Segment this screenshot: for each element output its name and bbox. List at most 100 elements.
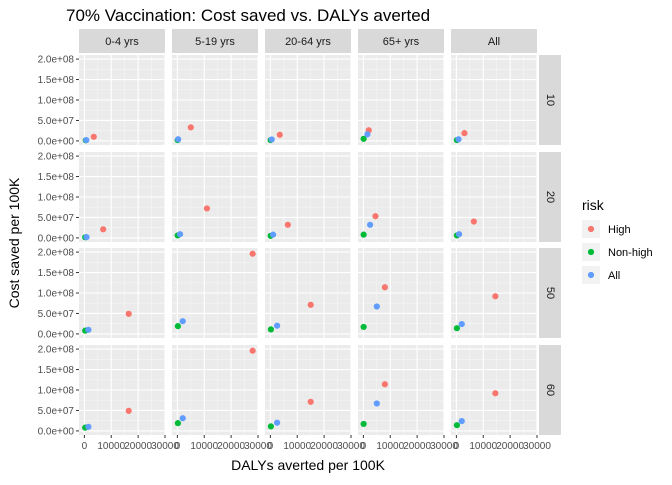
point-non-high <box>174 420 182 427</box>
row-strip-2 <box>539 248 561 338</box>
point-all <box>458 417 465 425</box>
y-tick-label: 1.5e+08 <box>38 365 75 376</box>
point-high <box>276 131 283 138</box>
x-tick-label: 30000 <box>151 441 179 452</box>
panel-r3-c0 <box>79 345 166 435</box>
panel-r1-c4 <box>451 152 538 242</box>
y-tick-label: 1.0e+08 <box>38 96 75 107</box>
panel-r1-c0 <box>79 152 166 242</box>
point-non-high <box>453 325 461 332</box>
y-tick-label: 1.5e+08 <box>38 268 75 279</box>
panel-r1-c2 <box>265 152 352 242</box>
panel-r1-c3 <box>358 152 445 242</box>
legend: risk High Non-high All <box>582 197 653 284</box>
panel-r3-c3 <box>358 345 445 435</box>
point-all <box>83 233 90 241</box>
y-tick-label: 1.0e+08 <box>38 289 75 300</box>
y-tick-label: 1.0e+08 <box>38 386 75 397</box>
point-high <box>90 133 97 140</box>
facet-strip-4 <box>451 29 537 53</box>
x-tick-label: 30000 <box>337 441 365 452</box>
y-tick-label: 2.0e+08 <box>38 55 75 66</box>
point-high <box>381 284 388 291</box>
facet-panels: 0-4 yrs 5-19 yrs 20-64 yrs 65+ yrs All 10 20 50… <box>38 29 561 452</box>
facet-strip-label: All <box>488 36 500 48</box>
facet-strip-0 <box>79 29 165 53</box>
y-tick-label: 5.0e+07 <box>38 309 75 320</box>
y-tick-label: 2.0e+08 <box>38 248 75 259</box>
x-tick-label: 10000 <box>190 441 218 452</box>
panel-r0-c0 <box>79 55 166 145</box>
panel-r0-c2 <box>265 55 352 145</box>
y-tick-label: 5.0e+07 <box>38 406 75 417</box>
x-tick-label: 20000 <box>403 441 431 452</box>
x-tick-label: 0 <box>361 441 367 452</box>
point-high <box>249 250 256 257</box>
x-tick-label: 10000 <box>469 441 497 452</box>
point-all <box>175 136 182 143</box>
point-all <box>83 136 90 144</box>
point-non-high <box>453 422 461 429</box>
row-strip-1 <box>539 152 561 242</box>
x-tick-label: 30000 <box>523 441 551 452</box>
y-axis-label: Cost saved per 100K <box>6 177 22 308</box>
y-tick-label: 0.0e+00 <box>38 136 75 147</box>
facet-strip-label: 65+ yrs <box>383 36 420 48</box>
facet-strip-label: 20-64 yrs <box>285 36 331 48</box>
point-non-high <box>267 423 275 430</box>
facet-strip-label: 5-19 yrs <box>195 36 235 48</box>
point-all <box>373 303 380 310</box>
point-all <box>179 318 186 325</box>
point-all <box>364 131 371 138</box>
panel-r3-c1 <box>172 345 259 435</box>
legend-entry-label: All <box>608 270 620 282</box>
point-all <box>176 231 184 238</box>
point-all <box>269 231 277 238</box>
facet-strip-label: 0-4 yrs <box>105 36 139 48</box>
x-tick-label: 0 <box>454 441 460 452</box>
y-tick-label: 1.5e+08 <box>38 172 75 183</box>
x-tick-label: 10000 <box>283 441 311 452</box>
point-high <box>372 213 379 220</box>
panel-r2-c4 <box>451 248 538 338</box>
row-strip-3 <box>539 345 561 435</box>
panel-r0-c4 <box>451 55 538 145</box>
x-tick-label: 0 <box>268 441 274 452</box>
x-tick-label: 20000 <box>124 441 152 452</box>
y-tick-label: 0.0e+00 <box>38 329 75 340</box>
point-all <box>273 322 281 329</box>
row-strip-label: 60 <box>544 384 556 396</box>
point-high <box>125 407 132 414</box>
panel-r0-c1 <box>172 55 259 145</box>
point-all <box>273 419 281 426</box>
point-high <box>187 124 194 131</box>
row-strip-label: 10 <box>544 94 556 106</box>
row-strip-label: 20 <box>544 191 556 203</box>
y-tick-label: 5.0e+07 <box>38 116 75 127</box>
point-non-high <box>267 326 275 333</box>
x-tick-label: 30000 <box>244 441 272 452</box>
legend-entry-label: High <box>608 224 631 236</box>
row-strip-label: 50 <box>544 287 556 299</box>
point-high <box>461 130 468 137</box>
panel-r0-c3 <box>358 55 445 145</box>
point-high <box>125 310 132 317</box>
point-all <box>268 136 275 143</box>
point-high <box>307 398 314 405</box>
point-all <box>179 415 186 422</box>
point-non-high <box>360 135 367 142</box>
panel-r2-c2 <box>265 248 352 338</box>
point-high <box>284 221 291 228</box>
point-non-high <box>360 231 367 238</box>
point-all <box>85 326 92 333</box>
legend-key-all-marker <box>587 271 595 279</box>
point-non-high <box>360 323 367 331</box>
legend-entry-label: Non-high <box>608 247 653 259</box>
x-axis-label: DALYs averted per 100K <box>231 457 385 473</box>
point-all <box>455 136 462 143</box>
point-high <box>470 218 477 225</box>
panel-r2-c0 <box>79 248 166 338</box>
point-all <box>366 221 374 228</box>
panel-r2-c1 <box>172 248 259 338</box>
